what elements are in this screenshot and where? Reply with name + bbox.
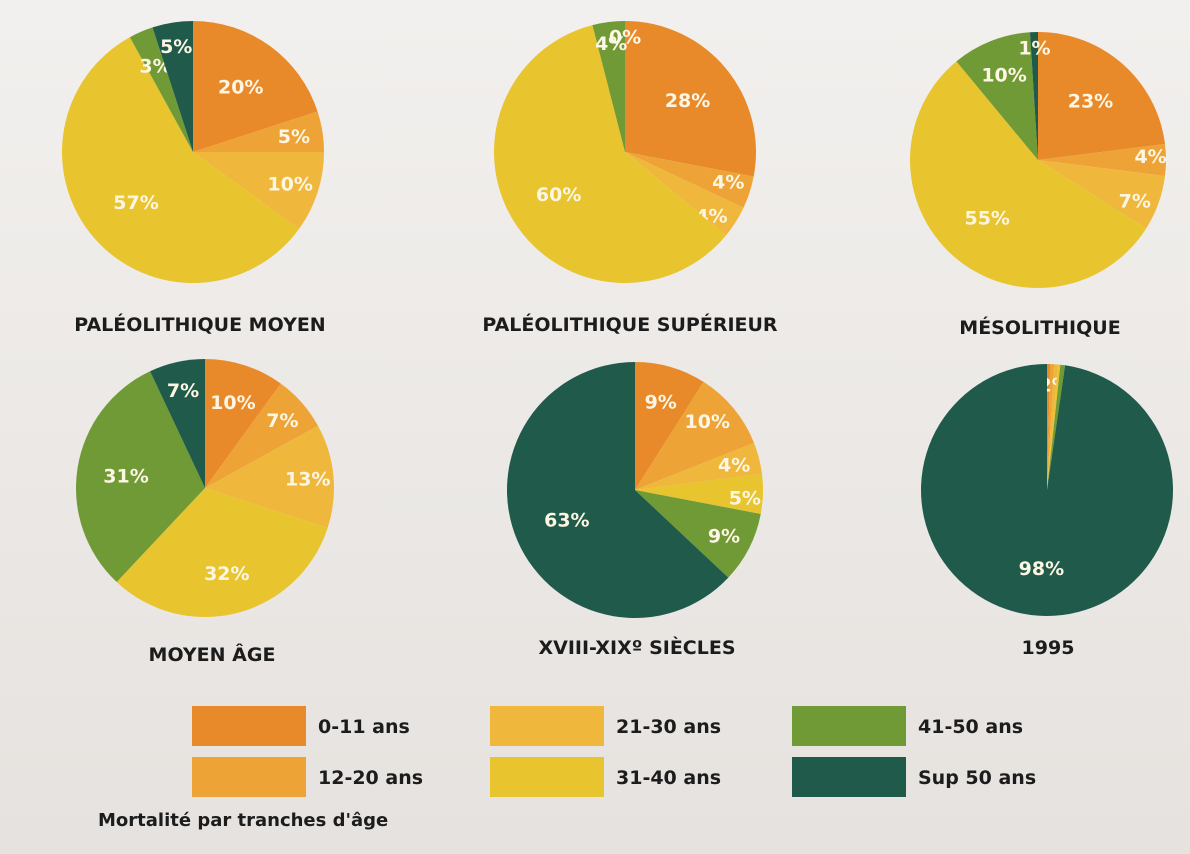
pie-slice-label: 9% [645,391,677,413]
pie-slice-21-30 [625,152,744,236]
legend-label-sup50: Sup 50 ans [918,767,1037,789]
pie-slice-label: 10% [210,392,255,414]
pie-slice-sup50 [507,362,729,618]
pie-slice-label: 60% [536,184,581,206]
pie-slice-21-30 [193,152,324,229]
pie-slice-41-50 [1047,364,1066,490]
pie-slice-sup50 [920,364,1173,617]
pie-slice-0-11 [193,21,318,152]
pie-slice-label: 4% [718,455,750,477]
pie-slice-label: 20% [218,76,263,98]
pie-slice-label: 28% [665,90,710,112]
pie-slice-0-11 [1038,32,1165,160]
pie-slice-label: 13% [285,468,330,490]
pie-slice-label: 9% [708,525,740,547]
pie-slice-label: 4% [595,33,627,55]
pie-slice-label: 4% [1134,146,1166,168]
pie-chart-title: XVIII-XIXº SIÈCLES [538,636,735,659]
pie-chart-title: MÉSOLITHIQUE [959,316,1120,339]
pie-slice-label: 0% [609,27,641,49]
pie-slice-0-11 [205,359,281,488]
legend-swatch-0-11 [192,706,306,746]
pie-slice-41-50 [635,490,761,578]
pie-chart-1: 20%5%10%57%3%5% [62,21,324,283]
pie-slice-0-11 [625,21,756,177]
pie-slice-12-20 [635,381,755,490]
pie-chart-title: PALÉOLITHIQUE MOYEN [74,313,325,336]
pie-slice-0-11 [635,362,704,490]
pie-slice-label: 4% [712,172,744,194]
pie-slice-31-40 [635,473,763,514]
pie-chart-5: 9% 10% 4% 5% 9% 63% [507,362,763,618]
pie-chart-6: 2%98% [920,364,1173,617]
legend-swatch-sup50 [792,757,906,797]
pie-chart-title: PALÉOLITHIQUE SUPÉRIEUR [482,313,778,336]
pie-slice-label: 7% [266,410,298,432]
pie-chart-title: MOYEN ÂGE [149,643,276,666]
pie-slice-21-30 [1038,160,1165,229]
pie-slice-sup50 [150,359,205,488]
pie-slice-label: 10% [267,174,312,196]
pie-chart-4: 10% 7% 13% 32% 31% 7% [75,359,334,617]
pie-slice-21-30 [205,425,334,528]
pie-slice-12-20 [193,111,324,152]
pie-slice-sup50 [152,21,193,152]
pie-slice-12-20 [1047,364,1055,490]
legend-swatch-41-50 [792,706,906,746]
legend-swatch-12-20 [192,757,306,797]
pie-slice-31-40 [1047,364,1061,490]
pie-slice-sup50 [1029,32,1038,160]
pie-slice-label: 32% [204,563,249,585]
legend-caption: Mortalité par tranches d'âge [98,810,389,831]
pie-chart-title: 1995 [1022,637,1075,659]
legend-swatch-21-30 [490,706,604,746]
pie-slice-label: 10% [685,411,730,433]
pie-slice-31-40 [910,61,1147,289]
pie-slice-label: 7% [1119,191,1151,213]
pie-chart-2: 28%4%4%60%4%0% [494,21,756,283]
legend-label-0-11: 0-11 ans [318,716,410,738]
pie-slice-31-40 [116,488,328,617]
pie-chart-3: 23% 4% 7% 55% 10% 1% [910,32,1167,289]
pie-slice-41-50 [129,27,193,152]
pie-slice-21-30 [1047,364,1059,490]
pie-slice-label: 57% [113,192,158,214]
pie-slice-12-20 [625,152,754,208]
legend-swatch-31-40 [490,757,604,797]
pie-slice-label: 5% [160,36,192,58]
pie-slice-label: 10% [981,64,1026,86]
legend-label-31-40: 31-40 ans [616,767,722,789]
legend-label-21-30: 21-30 ans [616,716,722,738]
legend-label-12-20: 12-20 ans [318,767,424,789]
pie-slice-41-50 [75,371,205,583]
pie-slice-12-20 [1038,143,1166,177]
pie-slice-label: 31% [103,465,148,487]
pie-slice-label: 5% [278,126,310,148]
pie-slice-31-40 [62,37,299,283]
pie-slice-41-50 [592,21,625,152]
pie-slice-41-50 [956,32,1038,160]
pie-slice-31-40 [494,25,726,283]
pie-slice-label: 1% [1018,37,1050,59]
pie-slice-label: 5% [729,487,761,509]
pie-slice-0-11 [1047,364,1051,490]
pie-slice-label: 55% [964,208,1009,230]
pie-slice-label: 23% [1068,90,1113,112]
pie-slice-label: 98% [1019,558,1064,580]
pie-slice-label: 7% [167,380,199,402]
pie-slice-12-20 [205,383,319,488]
pie-slice-21-30 [635,442,762,490]
pie-slice-label: 63% [544,509,589,531]
legend-label-41-50: 41-50 ans [918,716,1024,738]
